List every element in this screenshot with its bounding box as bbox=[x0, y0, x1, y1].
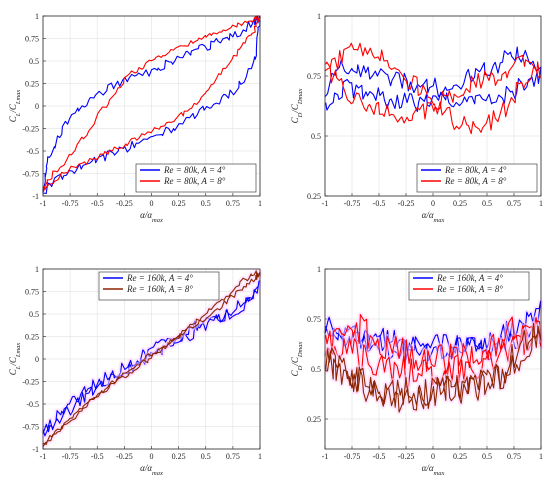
y-tick-label: 0.75 bbox=[307, 72, 321, 81]
x-tick-label: -1 bbox=[322, 452, 329, 461]
x-tick-label: -0.5 bbox=[91, 452, 104, 461]
y-tick-label: -0.5 bbox=[26, 400, 39, 409]
axes-box bbox=[42, 268, 261, 450]
y-axis-label: CD/CDmax bbox=[290, 89, 304, 124]
chart-panel-tl: -1 -0.75 -0.5 -0.25 0 0.25 0.5 0.75 1 -1 -0.75 -0.5… bbox=[8, 12, 262, 224]
legend-label: Re = 160k, A = 4° bbox=[126, 273, 193, 283]
y-tick-label: 0.5 bbox=[29, 57, 39, 66]
x-tick-label: -0.5 bbox=[373, 199, 386, 208]
x-tick-label: -0.25 bbox=[398, 452, 415, 461]
y-tick-label: 0.75 bbox=[25, 288, 39, 297]
chart-panel-bl: -1 -0.75 -0.5 -0.25 0 0.25 0.5 0.75 1 -1 -0.75 -0.5… bbox=[8, 265, 263, 477]
x-axis-label: α/αmax bbox=[140, 210, 163, 224]
y-tick-label: 0 bbox=[35, 355, 39, 364]
legend: Re = 80k, A = 4°Re = 80k, A = 8° bbox=[416, 163, 538, 193]
series-line-1 bbox=[42, 280, 260, 437]
legend-label: Re = 80k, A = 4° bbox=[444, 165, 507, 175]
series-line-2 bbox=[42, 15, 261, 192]
legend-box bbox=[408, 271, 530, 301]
y-axis-label: CL/CLmax bbox=[8, 343, 22, 376]
x-tick-label: 0.25 bbox=[172, 452, 186, 461]
y-tick-label: -0.5 bbox=[26, 147, 39, 156]
axes-box bbox=[324, 15, 542, 197]
x-tick-label: -0.75 bbox=[62, 199, 79, 208]
y-tick-label: 0.5 bbox=[311, 365, 321, 374]
x-tick-label: 0.75 bbox=[507, 452, 521, 461]
axes-box bbox=[42, 15, 261, 197]
x-tick-label: 0 bbox=[431, 199, 435, 208]
y-axis-label: CD/CDmax bbox=[290, 342, 304, 377]
x-tick-label: -0.25 bbox=[398, 199, 415, 208]
x-tick-label: 1 bbox=[539, 452, 543, 461]
x-tick-label: 0 bbox=[150, 452, 154, 461]
y-tick-label: 0.25 bbox=[25, 80, 39, 89]
legend: Re = 160k, A = 4°Re = 160k, A = 8° bbox=[98, 271, 220, 301]
y-tick-label: 1 bbox=[35, 265, 39, 274]
x-tick-label: -0.5 bbox=[373, 452, 386, 461]
y-tick-label: -0.25 bbox=[22, 125, 39, 134]
x-tick-label: 0.25 bbox=[172, 199, 186, 208]
x-tick-label: -0.25 bbox=[116, 452, 133, 461]
x-tick-label: 1 bbox=[258, 199, 262, 208]
chart-panel-tr: -1 -0.75 -0.5 -0.25 0 0.25 0.5 0.75 1 0.25 0.5 0.75… bbox=[290, 12, 543, 224]
y-tick-label: 0.5 bbox=[311, 132, 321, 141]
y-tick-label: -0.25 bbox=[22, 378, 39, 387]
legend-box bbox=[416, 163, 538, 193]
legend-label: Re = 80k, A = 8° bbox=[163, 176, 226, 186]
x-tick-label: -0.75 bbox=[62, 452, 79, 461]
x-tick-label: -0.25 bbox=[116, 199, 133, 208]
x-tick-label: 1 bbox=[539, 199, 543, 208]
legend-label: Re = 160k, A = 8° bbox=[436, 284, 503, 294]
legend: Re = 80k, A = 4°Re = 80k, A = 8° bbox=[135, 163, 257, 193]
x-tick-label: -1 bbox=[40, 199, 47, 208]
x-axis-label: α/αmax bbox=[140, 463, 163, 477]
legend-label: Re = 80k, A = 8° bbox=[444, 176, 507, 186]
x-tick-label: 0.75 bbox=[507, 199, 521, 208]
legend-box bbox=[98, 271, 220, 301]
chart-panel-br: -1 -0.75 -0.5 -0.25 0 0.25 0.5 0.75 1 0.25 0.5 0.75… bbox=[290, 265, 544, 477]
x-tick-label: 0 bbox=[150, 199, 154, 208]
y-tick-label: -1 bbox=[32, 192, 39, 201]
y-tick-label: 0.75 bbox=[307, 315, 321, 324]
x-tick-label: -0.5 bbox=[91, 199, 104, 208]
x-tick-label: 0.25 bbox=[453, 452, 467, 461]
y-tick-label: 0.25 bbox=[307, 415, 321, 424]
x-tick-label: -1 bbox=[40, 452, 47, 461]
y-axis-label: CL/CLmax bbox=[8, 90, 22, 123]
x-tick-label: 0.5 bbox=[201, 452, 211, 461]
y-tick-label: 1 bbox=[317, 12, 321, 21]
x-axis-label: α/αmax bbox=[422, 210, 445, 224]
x-tick-label: 0.5 bbox=[482, 452, 492, 461]
y-tick-label: -0.75 bbox=[22, 423, 39, 432]
legend-box bbox=[135, 163, 257, 193]
y-tick-label: -1 bbox=[32, 445, 39, 454]
y-tick-label: 0.5 bbox=[29, 310, 39, 319]
legend-label: Re = 160k, A = 8° bbox=[126, 284, 193, 294]
y-tick-label: 1 bbox=[317, 265, 321, 274]
x-tick-label: -0.75 bbox=[344, 452, 361, 461]
x-tick-label: 0.75 bbox=[226, 199, 240, 208]
x-tick-label: 1 bbox=[258, 452, 262, 461]
x-tick-label: 0 bbox=[431, 452, 435, 461]
legend-label: Re = 80k, A = 4° bbox=[163, 165, 226, 175]
y-tick-label: 0 bbox=[35, 102, 39, 111]
series-line-2 bbox=[324, 42, 541, 135]
x-tick-label: 0.5 bbox=[201, 199, 211, 208]
y-tick-label: -0.75 bbox=[22, 170, 39, 179]
legend-label: Re = 160k, A = 4° bbox=[436, 273, 503, 283]
y-tick-label: 0.75 bbox=[25, 35, 39, 44]
y-tick-label: 1 bbox=[35, 12, 39, 21]
x-tick-label: -1 bbox=[322, 199, 329, 208]
x-tick-label: 0.25 bbox=[453, 199, 467, 208]
x-axis-label: α/αmax bbox=[422, 463, 445, 477]
y-tick-label: 0.25 bbox=[307, 192, 321, 201]
legend: Re = 160k, A = 4°Re = 160k, A = 8° bbox=[408, 271, 530, 301]
axes-box bbox=[324, 268, 542, 450]
y-tick-label: 0.25 bbox=[25, 333, 39, 342]
x-tick-label: 0.5 bbox=[482, 199, 492, 208]
x-tick-label: -0.75 bbox=[344, 199, 361, 208]
x-tick-label: 0.75 bbox=[226, 452, 240, 461]
